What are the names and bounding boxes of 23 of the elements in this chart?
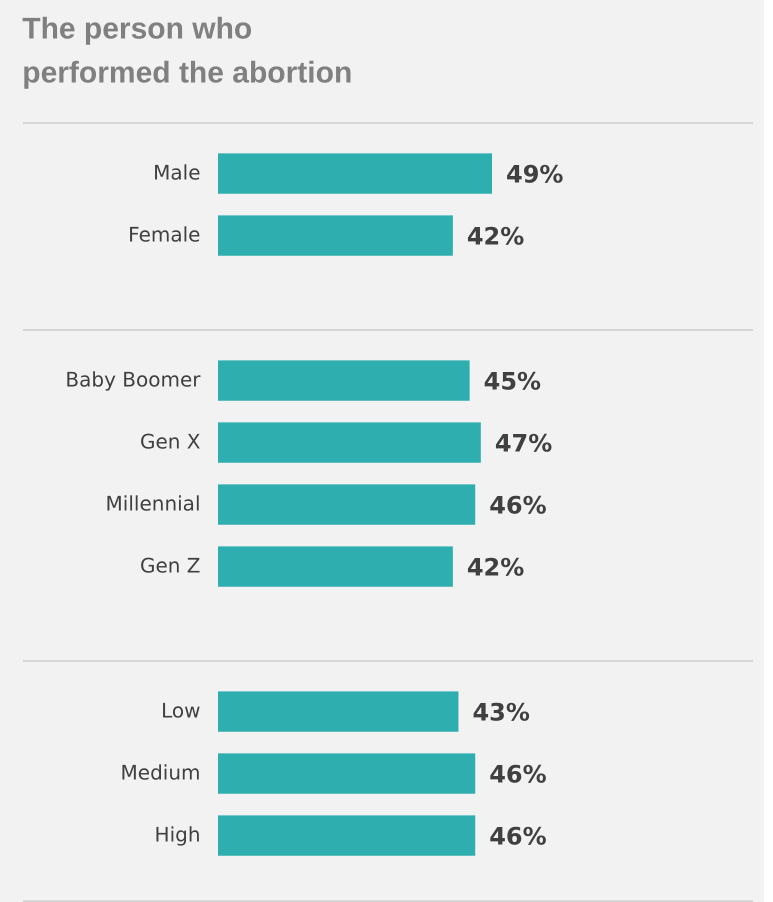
bar — [218, 422, 481, 463]
y-tick-label: Gen Z — [140, 554, 200, 578]
data-label: 42% — [466, 554, 524, 582]
y-tick-label: Gen X — [140, 430, 201, 454]
y-tick-label: Female — [128, 222, 200, 247]
data-label: 46% — [489, 492, 547, 520]
data-label: 46% — [489, 822, 547, 851]
y-tick-label: Medium — [120, 760, 200, 785]
y-tick-label: Low — [161, 698, 200, 723]
chart-title: The person who performed the abortion — [22, 12, 352, 90]
data-label: 49% — [506, 160, 564, 189]
bar — [218, 546, 453, 587]
data-label: 45% — [484, 368, 542, 396]
data-label: 46% — [489, 760, 547, 789]
data-label: 47% — [494, 430, 552, 458]
data-label: 43% — [472, 698, 530, 727]
y-tick-label: Baby Boomer — [65, 368, 202, 392]
y-tick-label: Millennial — [106, 492, 200, 516]
data-label: 42% — [466, 222, 524, 251]
bar — [218, 360, 470, 401]
y-tick-label: Male — [153, 160, 200, 185]
bar — [218, 484, 476, 525]
y-tick-label: High — [154, 822, 200, 847]
